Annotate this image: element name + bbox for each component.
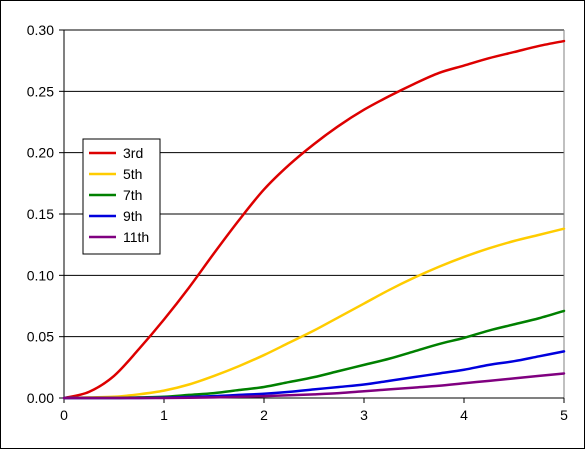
y-tick-label: 0.15 (27, 206, 54, 222)
y-tick-label: 0.25 (27, 83, 54, 99)
axes: 0.00 0.05 0.10 0.15 0.20 0.25 0.30 0 1 2 3 4 5 (27, 22, 568, 423)
y-tick-label: 0.00 (27, 390, 54, 406)
series-lines (62, 39, 566, 400)
y-tick-label: 0.05 (27, 329, 54, 345)
legend-label-11th: 11th (123, 229, 149, 245)
legend-label-5th: 5th (123, 166, 142, 182)
series-line-7th (62, 309, 566, 400)
x-tick-label: 5 (560, 407, 568, 423)
legend-label-3rd: 3rd (123, 145, 143, 161)
series-line-3rd (62, 39, 566, 400)
x-tick-label: 4 (460, 407, 468, 423)
y-tick-label: 0.10 (27, 267, 54, 283)
y-tick-label: 0.30 (27, 22, 54, 38)
y-tick-label: 0.20 (27, 145, 54, 161)
x-tick-label: 3 (360, 407, 368, 423)
series-line-9th (62, 350, 566, 400)
x-tick-label: 2 (260, 407, 268, 423)
series-line-5th (62, 227, 566, 400)
x-tick-label: 1 (160, 407, 168, 423)
series-line-11th (62, 372, 566, 400)
legend: 3rd 5th 7th 9th 11th (82, 138, 161, 255)
x-tick-label: 0 (60, 407, 68, 423)
legend-box (82, 138, 161, 255)
legend-label-9th: 9th (123, 208, 142, 224)
legend-label-7th: 7th (123, 187, 142, 203)
